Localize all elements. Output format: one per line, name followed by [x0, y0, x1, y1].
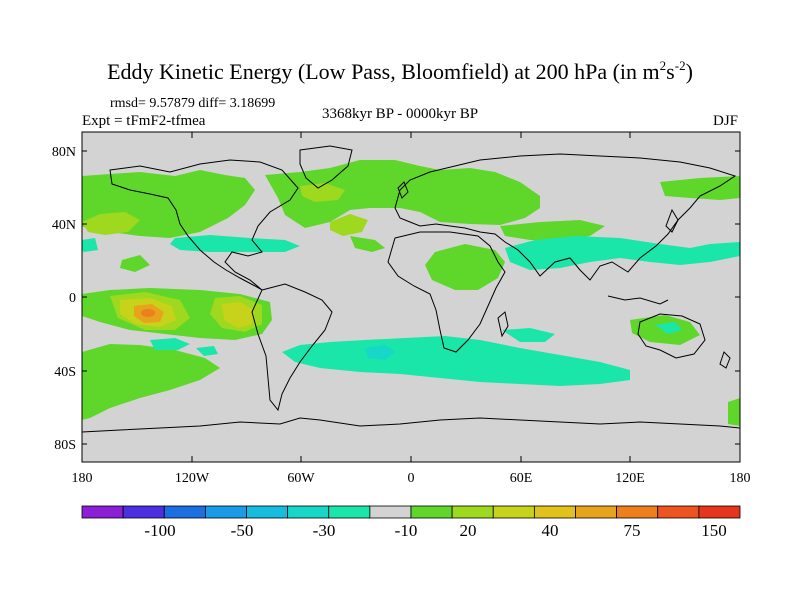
colorbar-box-1: [122, 505, 165, 519]
coast-british-isles: [397, 181, 409, 199]
coast-antarctica: [82, 417, 740, 433]
colorbar-label-7: 150: [701, 521, 727, 540]
lon-ticks: [81, 132, 741, 462]
colorbar-label-1: -50: [231, 521, 254, 540]
coast-greenland: [299, 145, 353, 189]
colorbar-box-7: [369, 505, 412, 519]
coast-japan: [665, 208, 679, 233]
colorbar-box-9: [451, 505, 494, 519]
colorbar-box-11: [533, 505, 576, 519]
colorbar-box-4: [246, 505, 289, 519]
lon-label-60e: 60E: [510, 471, 533, 486]
coast-north-america: [109, 159, 299, 291]
colorbar-box-10: [492, 505, 535, 519]
colorbar: [81, 505, 741, 519]
lon-label-180w: 180: [72, 471, 93, 486]
lat-ticks: [82, 150, 740, 445]
colorbar-label-2: -30: [313, 521, 336, 540]
colorbar-box-8: [410, 505, 453, 519]
lat-label-80n: 80N: [52, 145, 76, 160]
colorbar-box-3: [204, 505, 247, 519]
coast-maritime-continent: [607, 295, 669, 305]
lat-label-0: 0: [69, 291, 76, 306]
lon-label-60w: 60W: [287, 471, 315, 486]
colorbar-box-14: [657, 505, 700, 519]
lat-label-40n: 40N: [52, 218, 76, 233]
coast-south-america: [251, 283, 333, 412]
plot-title: Eddy Kinetic Energy (Low Pass, Bloomfiel…: [107, 58, 693, 84]
lat-label-80s: 80S: [54, 438, 76, 453]
colorbar-label-3: -10: [395, 521, 418, 540]
coast-new-zealand: [719, 351, 731, 369]
coastlines: [82, 145, 740, 433]
colorbar-labels: -100 -50 -30 -10 20 40 75 150: [144, 521, 726, 540]
colorbar-box-5: [287, 505, 330, 519]
colorbar-label-0: -100: [144, 521, 175, 540]
period-label: 3368kyr BP - 0000kyr BP: [321, 106, 479, 122]
lon-label-120e: 120E: [615, 471, 645, 486]
coast-madagascar: [497, 311, 509, 338]
coast-eurasia: [394, 153, 737, 281]
colorbar-box-0: [81, 505, 124, 519]
colorbar-label-4: 20: [460, 521, 477, 540]
lon-label-180e: 180: [730, 471, 751, 486]
lon-label-0: 0: [408, 471, 415, 486]
colorbar-box-6: [328, 505, 371, 519]
lon-labels: 180 120W 60W 0 60E 120E 180: [72, 471, 751, 486]
stats-text: rmsd= 9.57879 diff= 3.18699: [110, 96, 276, 111]
lon-label-120w: 120W: [175, 471, 210, 486]
coast-africa: [387, 231, 506, 353]
lat-label-40s: 40S: [54, 365, 76, 380]
colorbar-box-12: [575, 505, 618, 519]
season-label: DJF: [712, 113, 738, 129]
experiment-label: Expt = tFmF2-tfmea: [82, 113, 206, 129]
colorbar-box-15: [698, 505, 741, 519]
tropical-pacific-peak-field: [141, 309, 155, 317]
coast-australia: [637, 313, 706, 359]
colorbar-label-6: 75: [624, 521, 641, 540]
colorbar-label-5: 40: [542, 521, 559, 540]
lat-labels: 80N 40N 0 40S 80S: [52, 145, 76, 453]
negative-light-field: [365, 345, 395, 360]
colorbar-box-13: [616, 505, 659, 519]
anomaly-fields: [82, 160, 740, 426]
colorbar-box-2: [163, 505, 206, 519]
